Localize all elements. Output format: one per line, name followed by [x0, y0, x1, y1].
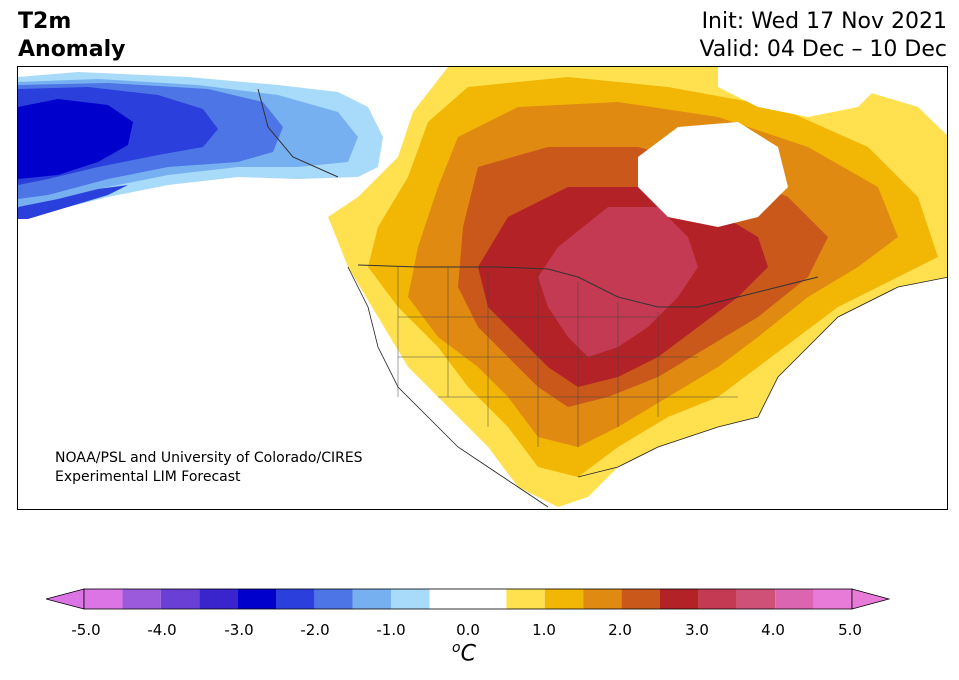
colorbar-seg-m25 — [276, 589, 315, 609]
unit-letter: C — [460, 641, 476, 667]
us-canada-border — [357, 264, 819, 308]
colorbar-seg-p5 — [813, 589, 852, 609]
colorbar-seg-p35 — [698, 589, 737, 609]
colorbar-tick: 2.0 — [608, 621, 632, 639]
colorbar-seg-m15 — [352, 589, 392, 609]
anomaly-map — [17, 66, 948, 510]
state-lines — [397, 267, 738, 447]
map-canvas — [18, 67, 947, 509]
cold-region-m35 — [18, 99, 133, 179]
colorbar-tick: -4.0 — [147, 621, 177, 639]
colorbar-tick: 0.0 — [456, 621, 480, 639]
colorbar-seg-p4 — [736, 589, 776, 609]
colorbar-tick: 1.0 — [532, 621, 556, 639]
cold-region-tail — [18, 185, 128, 219]
init-date: Init: Wed 17 Nov 2021 — [701, 9, 947, 34]
unit-degree: o — [452, 640, 461, 656]
colorbar-extend-high — [851, 588, 891, 610]
colorbar-tick: -3.0 — [224, 621, 254, 639]
coastline — [347, 266, 947, 508]
pacific-ocean-blank — [18, 207, 546, 509]
colorbar-unit: oC — [452, 640, 476, 666]
colorbar-seg-zero — [429, 589, 507, 609]
colorbar-seg-m2 — [314, 589, 353, 609]
credit-line-2: Experimental LIM Forecast — [55, 469, 241, 485]
colorbar-seg-m1 — [391, 589, 430, 609]
map-title: T2m Anomaly — [18, 8, 125, 64]
colorbar-seg-p45 — [775, 589, 814, 609]
colorbar-seg-p2 — [583, 589, 622, 609]
colorbar-tick: 4.0 — [761, 621, 785, 639]
title-line-2: Anomaly — [18, 37, 126, 62]
colorbar-extend-low — [46, 588, 85, 610]
valid-date: Valid: 04 Dec – 10 Dec — [699, 37, 947, 62]
colorbar-seg-p25 — [621, 589, 660, 609]
colorbar-seg-m35 — [199, 589, 238, 609]
colorbar-tick: -2.0 — [300, 621, 330, 639]
credit-line-1: NOAA/PSL and University of Colorado/CIRE… — [55, 450, 363, 466]
colorbar-seg-m5 — [84, 589, 123, 609]
colorbar-seg-p15 — [544, 589, 584, 609]
arctic-islands — [718, 67, 878, 117]
colorbar-tick: -1.0 — [376, 621, 406, 639]
colorbar-segments — [84, 589, 852, 609]
data-credit: NOAA/PSL and University of Colorado/CIRE… — [55, 449, 363, 487]
title-line-1: T2m — [18, 9, 72, 34]
colorbar-tick: -5.0 — [71, 621, 101, 639]
colorbar-seg-p3 — [660, 589, 699, 609]
colorbar-seg-m3 — [237, 589, 276, 609]
colorbar-seg-m4 — [160, 589, 200, 609]
colorbar-tick: 5.0 — [838, 621, 862, 639]
colorbar — [46, 588, 891, 610]
forecast-dates: Init: Wed 17 Nov 2021 Valid: 04 Dec – 10… — [699, 8, 947, 64]
colorbar-tick: 3.0 — [685, 621, 709, 639]
colorbar-seg-p1 — [506, 589, 545, 609]
hudson-bay — [638, 122, 788, 227]
alaska-border — [257, 88, 339, 178]
colorbar-seg-m45 — [122, 589, 161, 609]
